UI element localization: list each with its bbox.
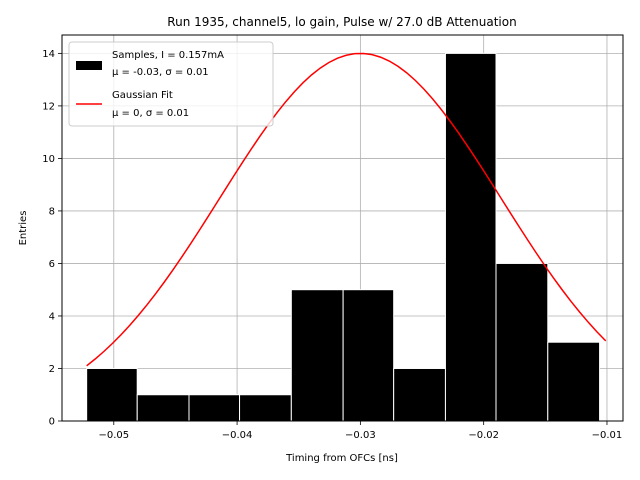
legend-box	[68, 41, 274, 127]
y-tick-label: 10	[42, 154, 55, 165]
y-tick-label: 0	[49, 417, 55, 428]
legend-label-fit-line2: μ = 0, σ = 0.01	[112, 108, 189, 119]
y-tick-label: 14	[42, 49, 55, 60]
gaussian-fit-curve	[86, 52, 607, 367]
chart-title: Run 1935, channel5, lo gain, Pulse w/ 27…	[167, 15, 516, 29]
legend-label-fit-line1: Gaussian Fit	[112, 90, 173, 101]
x-tick-label: −0.05	[98, 430, 129, 441]
histogram-bar	[393, 367, 446, 422]
y-tick-label: 12	[42, 101, 55, 112]
x-tick-label: −0.02	[468, 430, 499, 441]
histogram-bar	[239, 394, 292, 422]
histogram-bar	[136, 394, 190, 422]
y-axis-ticks: 0 2 4 6 8 10 12 14	[42, 49, 62, 428]
histogram-bar	[547, 341, 601, 422]
x-tick-label: −0.03	[345, 430, 376, 441]
y-tick-label: 8	[49, 206, 55, 217]
y-tick-label: 4	[49, 311, 55, 322]
gaussian-fit	[86, 52, 607, 367]
histogram-bar	[290, 289, 344, 422]
y-tick-label: 6	[49, 259, 55, 270]
legend-label-samples-line2: μ = -0.03, σ = 0.01	[112, 67, 209, 78]
x-tick-label: −0.04	[222, 430, 253, 441]
grid-lines	[62, 35, 623, 422]
histogram-bar	[444, 52, 497, 422]
x-axis-ticks: −0.05 −0.04 −0.03 −0.02 −0.01	[98, 421, 622, 441]
y-axis-label: Entries	[18, 211, 29, 246]
y-tick-label: 2	[49, 364, 55, 375]
legend: Samples, I = 0.157mA μ = -0.03, σ = 0.01…	[68, 41, 274, 127]
plot-frame	[61, 34, 624, 422]
histogram-bar	[86, 367, 138, 422]
histogram-bar	[342, 289, 395, 422]
x-tick-label: −0.01	[592, 430, 623, 441]
histogram-bar	[495, 262, 549, 422]
histogram-bars	[86, 52, 601, 422]
histogram-bar	[188, 394, 241, 422]
x-axis-label: Timing from OFCs [ns]	[285, 453, 398, 464]
legend-swatch-samples	[76, 61, 102, 70]
legend-label-samples-line1: Samples, I = 0.157mA	[112, 50, 224, 61]
